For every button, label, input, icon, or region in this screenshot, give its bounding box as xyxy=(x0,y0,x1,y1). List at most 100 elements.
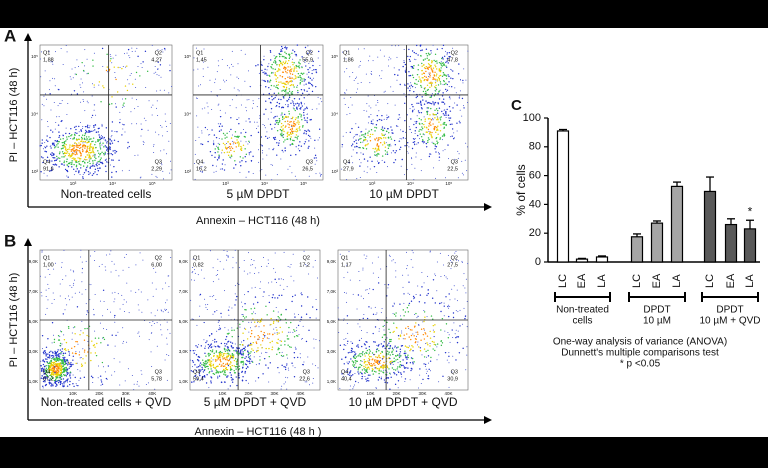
dot xyxy=(275,272,276,273)
dot xyxy=(287,136,288,137)
dot xyxy=(66,159,67,160)
dot xyxy=(289,134,290,135)
dot xyxy=(428,131,429,132)
dot xyxy=(254,352,255,353)
dot xyxy=(196,48,197,49)
dot xyxy=(296,87,297,88)
dot xyxy=(152,283,153,284)
dot xyxy=(378,153,379,154)
dot xyxy=(132,375,133,376)
dot xyxy=(60,378,61,379)
dot xyxy=(238,141,239,142)
dot xyxy=(436,73,437,74)
dot xyxy=(231,369,232,370)
dot xyxy=(158,75,159,76)
dot xyxy=(216,359,217,360)
dot xyxy=(65,155,66,156)
dot xyxy=(291,126,292,127)
dot xyxy=(84,110,85,111)
dot xyxy=(382,346,383,347)
dot xyxy=(443,102,444,103)
dot xyxy=(413,298,414,299)
dot xyxy=(420,347,421,348)
dot xyxy=(232,342,233,343)
dot xyxy=(114,66,115,67)
dot xyxy=(391,129,392,130)
dot xyxy=(354,367,355,368)
dot xyxy=(129,170,130,171)
dot xyxy=(264,332,265,333)
dot xyxy=(443,150,444,151)
dot xyxy=(216,166,217,167)
dot xyxy=(62,361,63,362)
dot xyxy=(360,364,361,365)
dot xyxy=(278,122,279,123)
dot xyxy=(218,148,219,149)
dot xyxy=(288,368,289,369)
dot xyxy=(267,138,268,139)
dot xyxy=(375,361,376,362)
dot xyxy=(285,104,286,105)
dot xyxy=(245,132,246,133)
dot xyxy=(359,340,360,341)
dot xyxy=(82,268,83,269)
dot xyxy=(74,145,75,146)
dot xyxy=(60,330,61,331)
dot xyxy=(110,165,111,166)
dot xyxy=(444,135,445,136)
dot xyxy=(54,372,55,373)
dot xyxy=(100,142,101,143)
dot xyxy=(290,73,291,74)
dot xyxy=(285,382,286,383)
dot xyxy=(50,130,51,131)
dot xyxy=(51,155,52,156)
dot xyxy=(365,129,366,130)
dot xyxy=(60,296,61,297)
dot xyxy=(134,108,135,109)
dot xyxy=(455,337,456,338)
dot xyxy=(109,254,110,255)
dot xyxy=(438,77,439,78)
dot xyxy=(263,113,264,114)
dot xyxy=(439,157,440,158)
dot xyxy=(203,162,204,163)
dot xyxy=(305,47,306,48)
dot xyxy=(415,341,416,342)
dot xyxy=(285,369,286,370)
dot xyxy=(53,359,54,360)
dot xyxy=(111,62,112,63)
dot xyxy=(282,64,283,65)
dot xyxy=(245,380,246,381)
dot xyxy=(448,362,449,363)
dot xyxy=(64,369,65,370)
dot xyxy=(367,289,368,290)
dot xyxy=(429,118,430,119)
dot xyxy=(304,84,305,85)
dot xyxy=(369,346,370,347)
dot xyxy=(265,86,266,87)
dot xyxy=(376,105,377,106)
dot xyxy=(275,78,276,79)
dot xyxy=(66,45,67,46)
dot xyxy=(46,139,47,140)
dot xyxy=(412,50,413,51)
dot xyxy=(381,351,382,352)
dot xyxy=(394,303,395,304)
dot xyxy=(358,294,359,295)
dot xyxy=(390,345,391,346)
dot xyxy=(247,361,248,362)
dot xyxy=(400,364,401,365)
dot xyxy=(286,58,287,59)
dot xyxy=(151,332,152,333)
dot xyxy=(365,369,366,370)
dot xyxy=(111,176,112,177)
dot xyxy=(47,175,48,176)
dot xyxy=(245,329,246,330)
dot xyxy=(268,282,269,283)
dot xyxy=(370,107,371,108)
dot xyxy=(401,331,402,332)
dot xyxy=(398,380,399,381)
dot xyxy=(87,310,88,311)
dot xyxy=(224,381,225,382)
dot xyxy=(226,336,227,337)
